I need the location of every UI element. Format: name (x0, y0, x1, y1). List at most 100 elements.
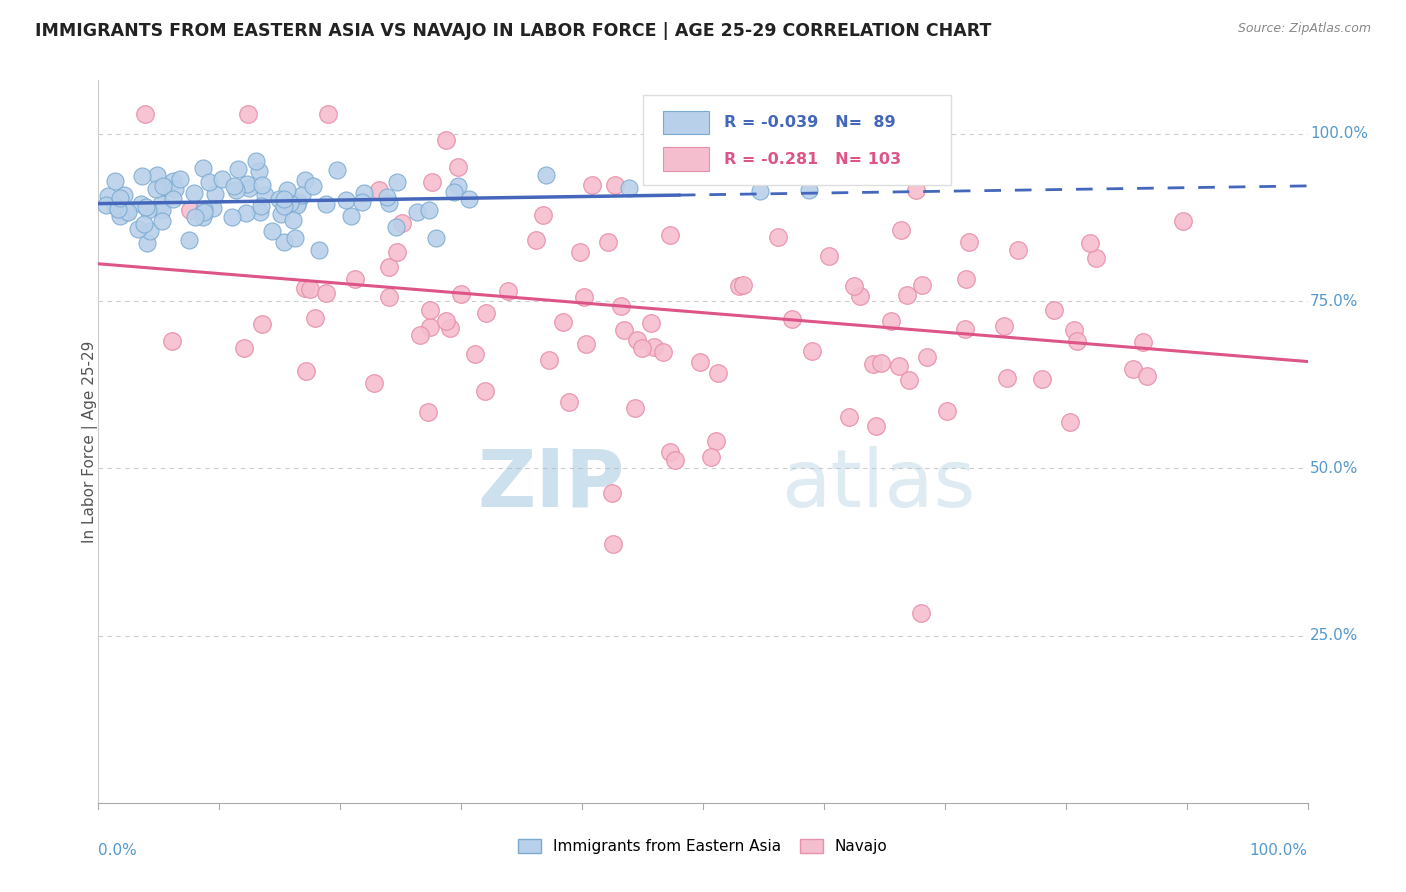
Point (416, 405, 439, 419)
Text: Source: ZipAtlas.com: Source: ZipAtlas.com (1237, 22, 1371, 36)
Point (418, 202, 440, 217)
Point (602, 537, 624, 551)
Point (896, 288, 918, 302)
Point (344, 271, 367, 285)
Point (619, 181, 641, 195)
Point (1031, 371, 1053, 385)
Point (145, 168, 167, 182)
Point (704, 434, 727, 449)
Point (269, 192, 291, 206)
Point (766, 230, 789, 244)
Point (1042, 303, 1064, 318)
Point (316, 107, 339, 121)
Point (748, 185, 770, 199)
Point (524, 233, 547, 247)
Point (624, 401, 647, 415)
Point (368, 183, 391, 197)
Point (384, 219, 406, 234)
Point (425, 231, 447, 245)
Point (733, 277, 755, 292)
Point (287, 194, 309, 209)
Point (457, 193, 479, 207)
Point (273, 199, 295, 213)
Point (797, 183, 820, 197)
Point (464, 347, 486, 361)
Point (917, 350, 939, 364)
Point (150, 202, 173, 217)
Point (558, 395, 581, 409)
Point (1173, 214, 1195, 228)
Point (145, 182, 167, 196)
Point (898, 373, 921, 387)
Point (605, 178, 627, 192)
Point (1122, 362, 1144, 376)
Point (936, 404, 959, 418)
Point (800, 344, 823, 359)
Text: 0.0%: 0.0% (98, 843, 138, 857)
Point (139, 224, 162, 238)
Point (135, 200, 157, 214)
Point (308, 243, 330, 257)
Point (249, 199, 271, 213)
Point (114, 187, 136, 202)
FancyBboxPatch shape (664, 112, 709, 135)
Point (640, 316, 662, 330)
Point (163, 182, 186, 196)
Point (115, 204, 138, 219)
Point (294, 281, 316, 295)
Point (249, 205, 271, 219)
Point (1063, 323, 1085, 337)
Point (273, 192, 295, 206)
Point (211, 171, 233, 186)
Point (849, 289, 872, 303)
Point (475, 306, 498, 320)
Point (1066, 334, 1088, 349)
Point (162, 192, 184, 206)
Point (1084, 251, 1107, 265)
Point (291, 188, 314, 202)
Point (818, 249, 841, 263)
Point (551, 315, 574, 329)
Point (434, 133, 457, 147)
Point (596, 235, 619, 249)
Text: IMMIGRANTS FROM EASTERN ASIA VS NAVAJO IN LABOR FORCE | AGE 25-29 CORRELATION CH: IMMIGRANTS FROM EASTERN ASIA VS NAVAJO I… (35, 22, 991, 40)
Point (531, 208, 554, 222)
Text: 25.0%: 25.0% (1310, 628, 1358, 643)
Point (780, 312, 803, 326)
Text: ZIP: ZIP (477, 446, 624, 524)
Point (378, 289, 401, 303)
Point (103, 174, 125, 188)
Point (184, 210, 207, 224)
Point (221, 210, 243, 224)
Point (689, 355, 711, 369)
Point (232, 341, 254, 355)
Point (273, 235, 295, 250)
Point (136, 236, 159, 251)
Point (600, 486, 623, 500)
Point (302, 178, 325, 193)
Point (134, 107, 156, 121)
Point (537, 353, 560, 368)
Text: atlas: atlas (782, 446, 976, 524)
Point (905, 183, 928, 197)
Point (236, 177, 259, 191)
Point (880, 314, 903, 328)
Point (955, 272, 977, 286)
Text: R = -0.281   N= 103: R = -0.281 N= 103 (724, 152, 901, 167)
Point (152, 178, 174, 193)
Text: 100.0%: 100.0% (1310, 127, 1368, 141)
Point (664, 453, 686, 467)
Point (439, 320, 461, 334)
Point (281, 213, 304, 227)
Point (335, 194, 357, 208)
Point (1059, 416, 1081, 430)
Point (278, 196, 301, 211)
Point (132, 218, 155, 232)
Point (204, 186, 226, 201)
Point (652, 345, 675, 359)
Point (162, 174, 184, 188)
Point (641, 107, 664, 121)
FancyBboxPatch shape (643, 95, 950, 185)
Point (910, 606, 932, 620)
Point (197, 175, 219, 189)
